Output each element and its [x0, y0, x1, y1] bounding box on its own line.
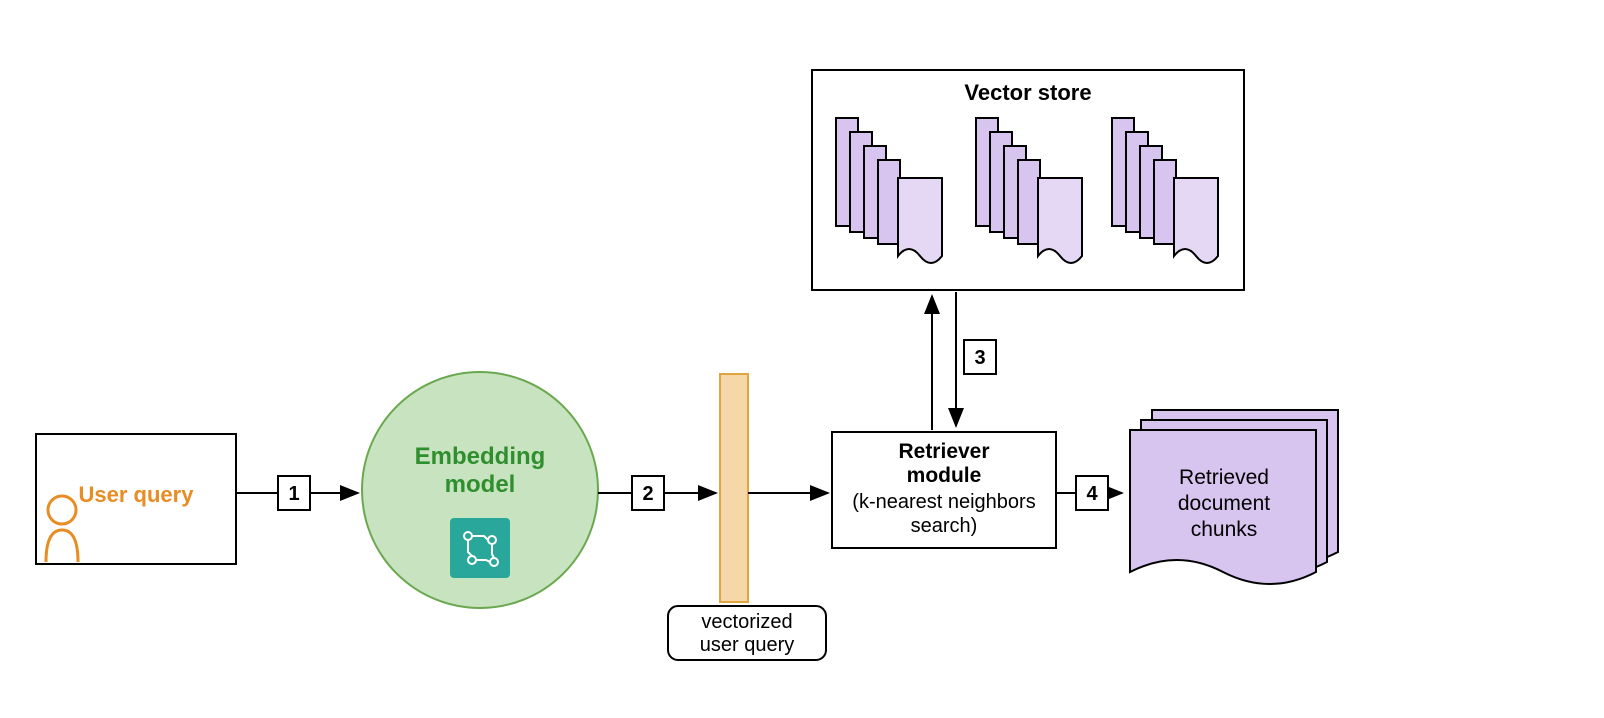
user-query-label: User query: [79, 482, 195, 507]
vector-store-node: Vector store: [812, 70, 1244, 290]
vector-store-title: Vector store: [964, 80, 1091, 105]
step-2-label: 2: [642, 483, 653, 505]
retrieved-line3: chunks: [1191, 518, 1258, 541]
step-3: 3: [964, 340, 996, 374]
step-2: 2: [632, 476, 664, 510]
step-1: 1: [278, 476, 310, 510]
retriever-sub1: (k-nearest neighbors: [852, 491, 1035, 513]
retriever-module-node: Retriever module (k-nearest neighbors se…: [832, 432, 1056, 548]
retriever-title2: module: [907, 464, 982, 487]
rag-retrieval-diagram: User query Embedding model vectorized us…: [0, 0, 1604, 718]
ai-chip-icon: [450, 518, 510, 578]
step-4-label: 4: [1086, 483, 1098, 505]
user-query-node: User query: [36, 434, 236, 564]
embedding-title: Embedding: [415, 443, 546, 470]
embedding-subtitle: model: [445, 471, 516, 498]
embedding-model-node: Embedding model: [362, 372, 598, 608]
step-3-label: 3: [974, 347, 985, 369]
retriever-sub2: search): [911, 515, 978, 537]
retrieved-line1: Retrieved: [1179, 466, 1269, 489]
vectorized-line1: vectorized: [701, 611, 792, 633]
retriever-title1: Retriever: [898, 440, 989, 463]
vectorized-query-node: vectorized user query: [668, 374, 826, 660]
step-1-label: 1: [288, 483, 299, 505]
retrieved-line2: document: [1178, 492, 1270, 515]
vectorized-line2: user query: [700, 634, 795, 656]
retrieved-chunks-node: Retrieved document chunks: [1130, 410, 1338, 584]
step-4: 4: [1076, 476, 1108, 510]
